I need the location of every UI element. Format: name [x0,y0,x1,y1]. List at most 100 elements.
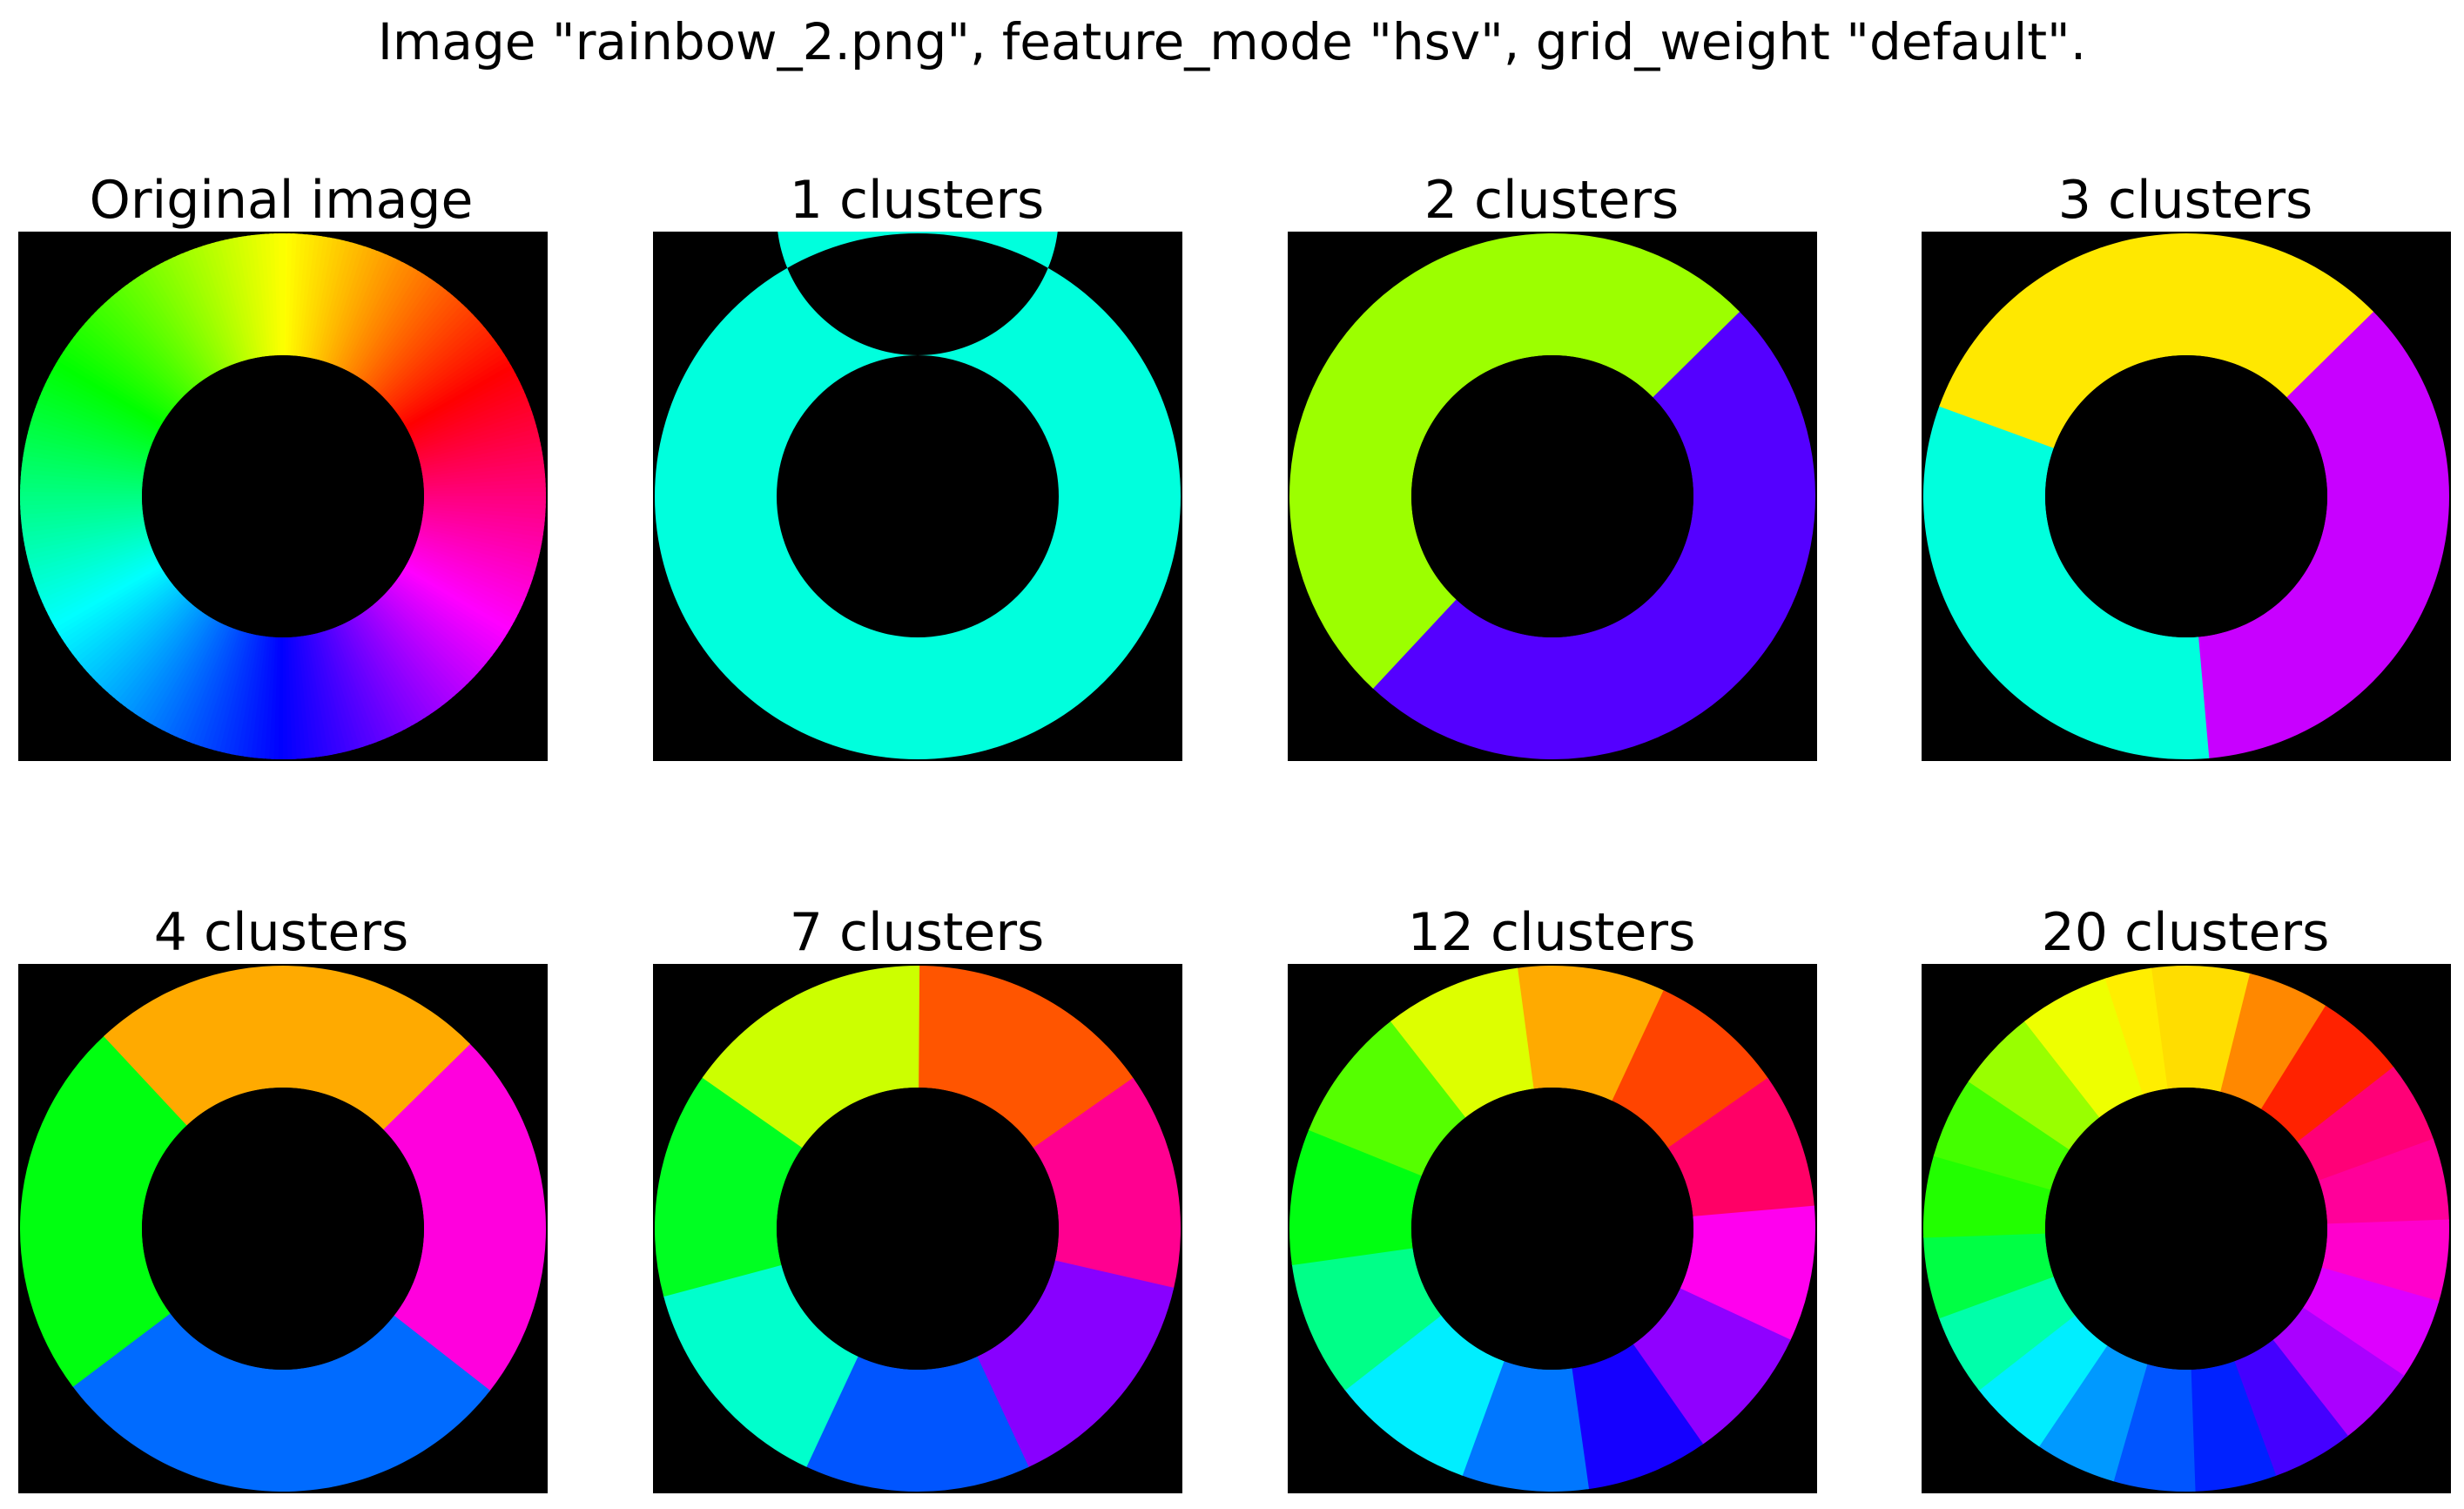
hue-wedge [108,602,192,698]
cluster-segment-5 [1632,1288,1791,1445]
hue-wedge [78,325,176,408]
cluster-segment-4 [2297,1067,2434,1182]
hue-wedge [415,406,533,452]
hue-wedge [139,272,210,379]
hue-wedge [122,608,200,710]
panel-title-12-clusters: 12 clusters [1407,902,1696,963]
hue-wedge [21,512,144,534]
hue-wedge [293,637,311,759]
hue-wedge [97,305,186,397]
cluster-segment-14 [1938,1276,2076,1391]
cluster-segment-9 [2233,1339,2348,1477]
cluster-segment-10 [1289,1128,1423,1266]
hue-wedge [423,473,546,488]
hue-wedge [374,294,458,391]
hue-wedge [117,287,198,387]
cluster-segment-2 [71,1312,490,1492]
hue-wedge [318,631,356,751]
ring-center-hole [777,1088,1059,1370]
cluster-segment-4 [104,966,471,1130]
hue-wedge [363,280,441,383]
panel-2-clusters [1288,232,1817,761]
hue-wedge [398,345,503,419]
panel-title-1-clusters: 1 clusters [789,170,1045,231]
hue-wedge [172,254,227,369]
hue-wedge [228,237,258,359]
hue-wedge [380,596,469,688]
hue-wedge [101,598,189,692]
hue-wedge [76,328,175,410]
hue-wedge [49,561,160,624]
hue-wedge [383,592,475,682]
ring-graphic [655,966,1181,1492]
cluster-segment-16 [1923,1154,2051,1238]
hue-wedge [179,251,232,367]
ring-graphic [19,233,546,759]
hue-wedge [70,335,172,414]
hue-wedge [241,235,266,357]
hue-wedge [388,587,485,671]
hue-wedge [334,626,387,742]
cluster-segment-6 [655,1076,803,1297]
hue-wedge [61,571,166,643]
hue-wedge [340,623,399,737]
hue-wedge [308,634,338,756]
cluster-segment-3 [1939,232,2374,448]
cluster-segment-7 [702,966,920,1149]
hue-wedge [403,360,513,428]
hue-wedge [214,240,251,360]
hue-wedge [64,343,169,418]
hue-wedge [423,468,546,486]
hue-wedge [20,504,143,520]
hue-wedge [155,262,219,374]
hue-wedge [353,616,423,724]
hue-wedge [147,266,214,376]
hue-wedge [419,428,539,464]
cluster-segment-6 [2321,1219,2449,1304]
hue-wedge [37,548,153,600]
cluster-segment-5 [663,1263,858,1467]
hue-wedge [201,244,244,362]
hue-wedge [377,300,465,394]
hue-wedge [368,605,449,705]
hue-wedge [381,594,473,684]
cluster-segment-7 [1460,1360,1590,1492]
hue-wedge [390,584,488,668]
panel-title-3-clusters: 3 clusters [2057,170,2313,231]
hue-wedge [39,549,155,603]
hue-wedge [397,575,502,650]
hue-wedge [106,296,192,392]
hue-wedge [421,441,542,471]
hue-wedge [411,389,527,443]
ring-graphic [1923,966,2449,1492]
hue-wedge [113,290,196,388]
hue-wedge [332,627,382,744]
hue-wedge [407,373,519,434]
panel-title-4-clusters: 4 clusters [153,902,409,963]
hue-wedge [83,587,178,673]
hue-wedge [20,502,143,515]
hue-wedge [205,242,246,362]
hue-wedge [167,256,226,370]
hue-wedge [91,311,183,401]
hue-wedge [111,603,195,701]
panel-original-image [18,232,548,761]
hue-wedge [118,606,199,707]
panel-1-clusters [653,232,1182,761]
hue-wedge [45,556,158,616]
cluster-segment-8 [1343,1314,1505,1476]
hue-wedge [336,624,390,740]
hue-wedge [36,545,152,596]
figure-title: Image "rainbow_2.png", feature_mode "hsv… [377,12,2087,71]
hue-wedge [28,531,148,569]
cluster-segment-2 [1289,232,1740,689]
hue-wedge [29,534,149,574]
cluster-segment-15 [1923,1232,2054,1319]
hue-wedge [85,589,180,676]
hue-wedge [391,327,489,409]
hue-wedge [74,582,174,663]
cluster-segment-3 [976,1260,1175,1468]
hue-wedge [51,563,161,628]
hue-wedge [370,604,453,703]
hue-wedge [358,613,430,718]
